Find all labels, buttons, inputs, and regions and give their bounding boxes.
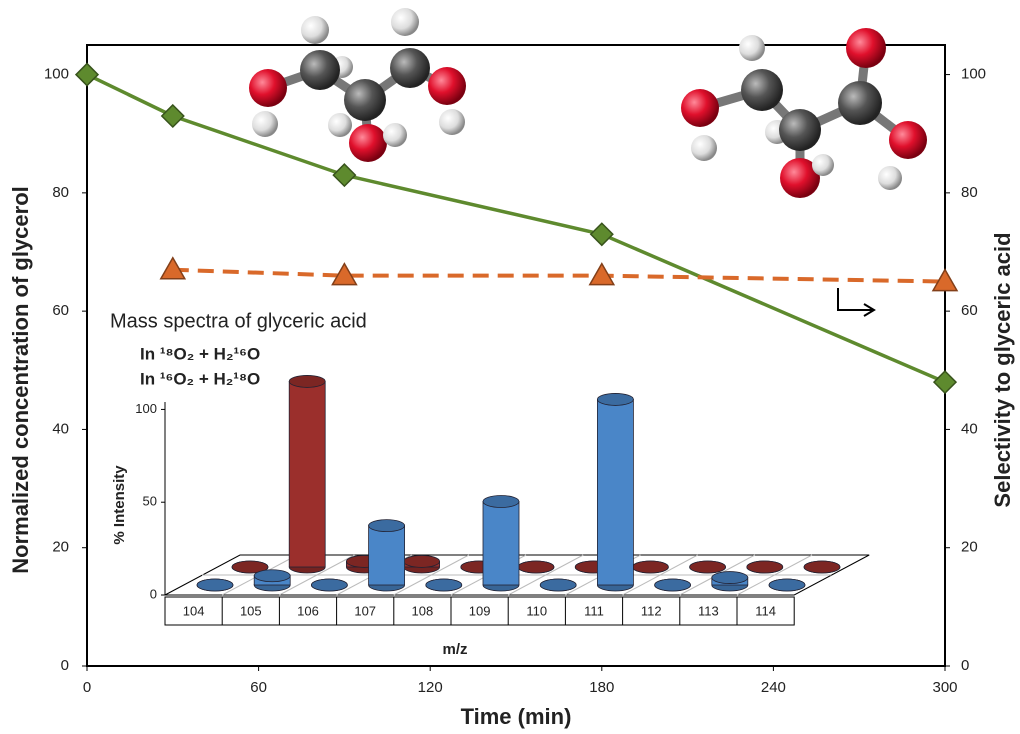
data-point xyxy=(76,64,98,86)
bar-top xyxy=(597,393,633,405)
y2-tick-label: 20 xyxy=(961,539,978,556)
axis-arrow xyxy=(838,288,874,316)
inset-y-title: % Intensity xyxy=(111,465,128,545)
bar-top xyxy=(747,561,783,573)
bar-top xyxy=(712,572,748,584)
bar-top xyxy=(690,561,726,573)
bar-top xyxy=(483,495,519,507)
y-tick-label: 0 xyxy=(61,657,69,674)
y-tick-label: 20 xyxy=(52,539,69,556)
inset-y-tick-label: 0 xyxy=(150,586,157,601)
bar-top xyxy=(804,561,840,573)
bar-top xyxy=(769,579,805,591)
cylinder-bar xyxy=(540,579,576,591)
inset-title: Mass spectra of glyceric acid xyxy=(110,310,367,332)
cylinder-bar xyxy=(369,520,405,591)
molecule-glycerol xyxy=(249,8,466,162)
inset-x-tick-label: 109 xyxy=(469,603,491,618)
inset-x-tick-label: 105 xyxy=(240,603,262,618)
x-tick-label: 180 xyxy=(589,679,614,696)
inset-x-tick-label: 111 xyxy=(584,603,604,618)
bar-top xyxy=(369,520,405,532)
cylinder-bar xyxy=(197,579,233,591)
inset-x-tick-label: 113 xyxy=(698,603,719,618)
y-axis-title: Normalized concentration of glycerol xyxy=(8,186,33,574)
inset-y-tick-label: 100 xyxy=(135,401,157,416)
cylinder-bar xyxy=(289,375,325,573)
data-point xyxy=(934,371,956,393)
bar-body xyxy=(369,526,405,585)
cylinder-bar xyxy=(426,579,462,591)
inset-x-tick-label: 107 xyxy=(354,603,376,618)
bar-body xyxy=(289,381,325,567)
cylinder-bar xyxy=(655,579,691,591)
bar-body xyxy=(483,501,519,585)
chart: Time (min) Normalized concentration of g… xyxy=(0,0,1020,734)
x-tick-label: 60 xyxy=(250,679,267,696)
data-point xyxy=(333,164,355,186)
cylinder-bar xyxy=(483,495,519,591)
inset-x-title: m/z xyxy=(442,641,467,658)
y2-tick-label: 60 xyxy=(961,302,978,319)
series-line xyxy=(173,270,945,282)
bar-top xyxy=(311,579,347,591)
y2-tick-label: 100 xyxy=(961,66,986,83)
cylinder-bar xyxy=(311,579,347,591)
x-tick-label: 120 xyxy=(418,679,443,696)
inset-y-tick-label: 50 xyxy=(143,494,157,509)
cylinder-bar xyxy=(804,561,840,573)
bar-top xyxy=(197,579,233,591)
x-tick-label: 0 xyxy=(83,679,91,696)
inset-x-tick-label: 114 xyxy=(755,603,776,618)
y2-tick-label: 80 xyxy=(961,184,978,201)
inset-x-tick-label: 106 xyxy=(297,603,319,618)
cylinder-bar xyxy=(254,570,290,591)
y-tick-label: 100 xyxy=(44,66,69,83)
inset-x-tick-label: 108 xyxy=(412,603,434,618)
y-tick-label: 60 xyxy=(52,302,69,319)
cylinder-bar xyxy=(747,561,783,573)
x-axis-title: Time (min) xyxy=(461,704,572,729)
y2-axis-title: Selectivity to glyceric acid xyxy=(990,232,1015,507)
data-point xyxy=(162,105,184,127)
x-tick-label: 240 xyxy=(761,679,786,696)
inset-x-tick-label: 112 xyxy=(641,603,662,618)
cylinder-bar xyxy=(632,561,668,573)
bar-top xyxy=(404,555,440,567)
cylinder-bar xyxy=(690,561,726,573)
cylinder-bar xyxy=(597,393,633,591)
inset-x-tick-label: 110 xyxy=(526,603,547,618)
x-tick-label: 300 xyxy=(932,679,957,696)
y-tick-label: 40 xyxy=(52,420,69,437)
bar-top xyxy=(540,579,576,591)
bar-top xyxy=(655,579,691,591)
legend-entry: In ¹⁶O₂ + H₂¹⁸O xyxy=(140,369,260,388)
cylinder-bar xyxy=(518,561,554,573)
legend-entry: In ¹⁸O₂ + H₂¹⁶O xyxy=(140,344,260,363)
y2-tick-label: 40 xyxy=(961,420,978,437)
molecule-glyceric-acid xyxy=(681,28,927,198)
bar-body xyxy=(597,399,633,585)
y-tick-label: 80 xyxy=(52,184,69,201)
inset-x-tick-label: 104 xyxy=(183,603,205,618)
bar-top xyxy=(254,570,290,582)
bar-top xyxy=(289,375,325,387)
bar-top xyxy=(518,561,554,573)
cylinder-bar xyxy=(404,555,440,573)
bar-top xyxy=(426,579,462,591)
data-point xyxy=(591,223,613,245)
cylinder-bar xyxy=(712,572,748,591)
y2-tick-label: 0 xyxy=(961,657,969,674)
bar-top xyxy=(632,561,668,573)
cylinder-bar xyxy=(769,579,805,591)
